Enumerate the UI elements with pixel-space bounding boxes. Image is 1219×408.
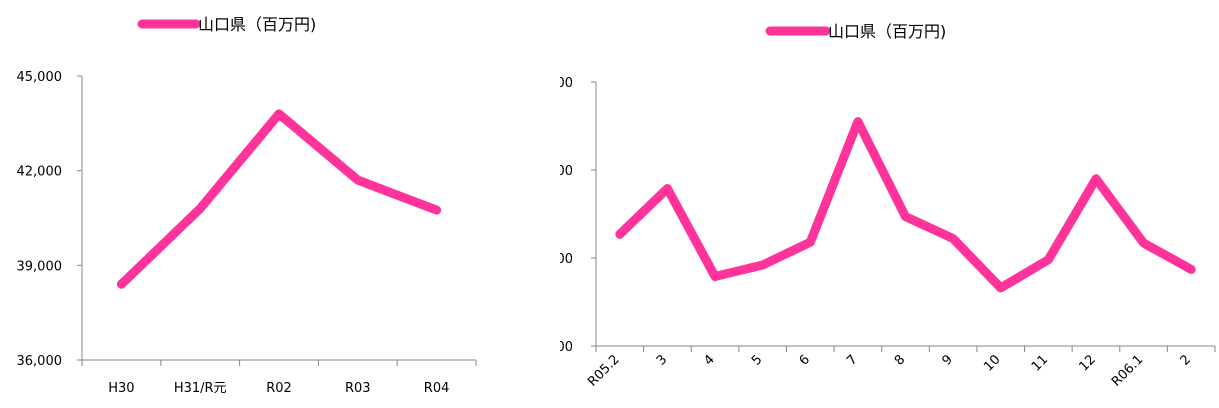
monthly-x-tick-label: 10 bbox=[981, 352, 1003, 374]
monthly-legend-label: 山口県（百万円) bbox=[828, 22, 946, 41]
monthly-x-tick-label: 3 bbox=[654, 352, 670, 368]
annual-chart-svg: 36,000 39,000 42,000 45,000 H30 H31/R元 R02 R03 R… bbox=[17, 15, 477, 396]
annual-legend-label: 山口県（百万円) bbox=[198, 15, 316, 34]
annual-y-tick-label: 36,000 bbox=[17, 354, 63, 369]
monthly-series-line bbox=[615, 117, 1196, 293]
monthly-y-tick-label: 5,000 bbox=[560, 76, 573, 91]
monthly-x-tick-label: 8 bbox=[892, 352, 908, 368]
monthly-x-tick-label: 6 bbox=[797, 352, 813, 368]
annual-x-tick-label: H31/R元 bbox=[174, 381, 227, 396]
annual-y-tick-label: 39,000 bbox=[17, 259, 63, 274]
annual-x-tick-label: R04 bbox=[424, 381, 450, 396]
monthly-y-tick-label: 4,000 bbox=[560, 164, 573, 179]
annual-x-tick-label: R03 bbox=[345, 381, 371, 396]
annual-chart: 36,000 39,000 42,000 45,000 H30 H31/R元 R02 R03 R… bbox=[0, 0, 560, 408]
monthly-x-tick-label: 12 bbox=[1076, 352, 1098, 374]
monthly-chart: 2,000 3,000 4,000 5,000 R05.2 3 4 5 6 7 8 9 10 11 12 R0… bbox=[560, 0, 1219, 408]
monthly-y-tick-label: 3,000 bbox=[560, 252, 573, 267]
monthly-x-tick-label: 11 bbox=[1029, 352, 1051, 374]
monthly-chart-svg: 2,000 3,000 4,000 5,000 R05.2 3 4 5 6 7 8 9 10 11 12 R0… bbox=[560, 22, 1216, 390]
monthly-x-tick-label: 7 bbox=[844, 352, 860, 368]
monthly-y-tick-label: 2,000 bbox=[560, 340, 573, 355]
monthly-x-tick-label: 4 bbox=[701, 352, 717, 368]
monthly-x-tick-label: 5 bbox=[749, 352, 765, 368]
annual-series-line bbox=[116, 109, 442, 289]
monthly-x-tick-label: R05.2 bbox=[585, 352, 622, 389]
monthly-x-tick-label: 9 bbox=[939, 352, 955, 368]
annual-x-tick-label: R02 bbox=[266, 381, 292, 396]
annual-y-tick-label: 45,000 bbox=[17, 70, 63, 85]
annual-y-tick-label: 42,000 bbox=[17, 165, 63, 180]
monthly-x-tick-label: 2 bbox=[1178, 352, 1194, 368]
monthly-x-tick-label: R06.1 bbox=[1109, 352, 1146, 389]
annual-x-tick-label: H30 bbox=[108, 381, 134, 396]
